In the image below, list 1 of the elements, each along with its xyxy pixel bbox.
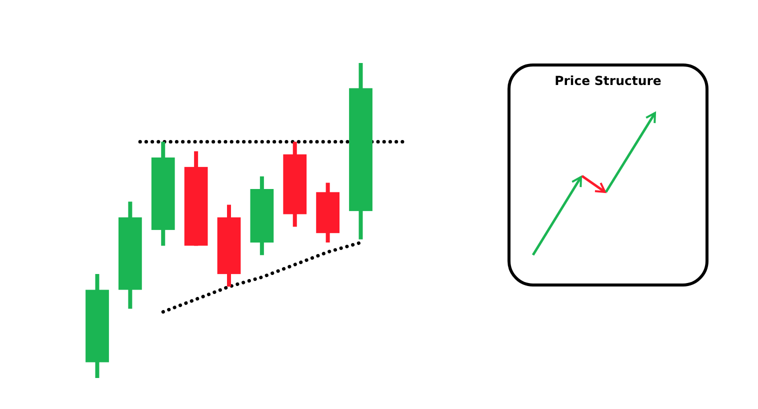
text: Price Structure — [554, 73, 662, 88]
